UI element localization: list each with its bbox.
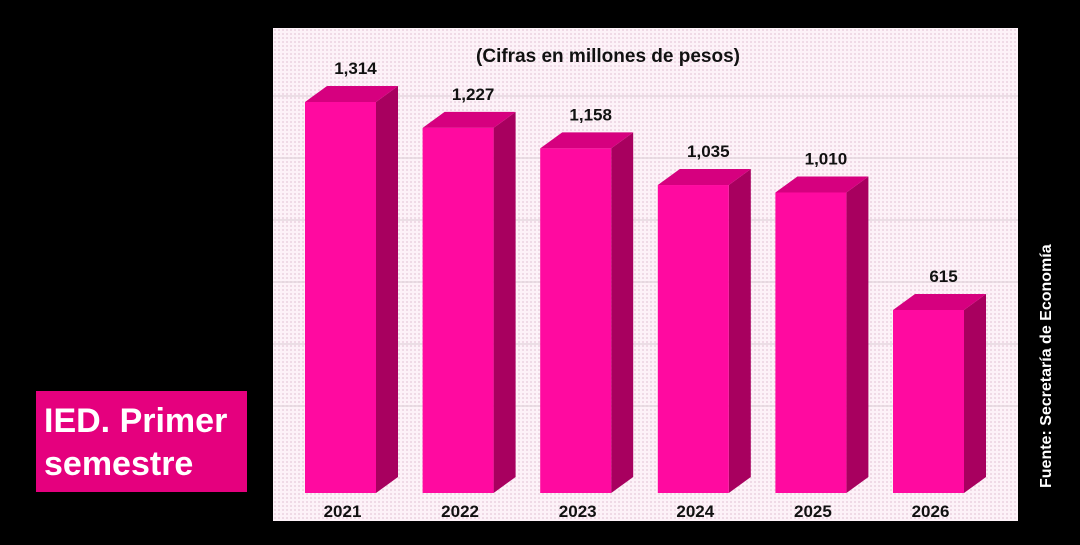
- source-note: Fuente: Secretaría de Economía: [1038, 244, 1055, 488]
- bar-front-face: [422, 127, 494, 494]
- value-label-2021: 1,314: [334, 59, 377, 78]
- value-label-2022: 1,227: [452, 85, 495, 104]
- bar-side-face: [376, 86, 398, 493]
- value-label-2024: 1,035: [687, 142, 730, 161]
- bar-2026: [893, 293, 986, 493]
- bar-2025: [775, 176, 869, 494]
- value-label-2026: 615: [929, 267, 957, 286]
- bar-front-face: [657, 185, 729, 493]
- bar-front-face: [775, 192, 847, 494]
- bar-side-face: [964, 293, 986, 493]
- chart-subtitle: (Cifras en millones de pesos): [476, 46, 740, 67]
- bar-2024: [657, 169, 751, 493]
- x-axis-ticks: 2021 2022 2023 2024 2025 2026: [324, 502, 950, 521]
- x-tick-2023: 2023: [559, 502, 597, 521]
- chart-title-box: IED. Primer semestre: [36, 391, 247, 492]
- chart-title: IED. Primer semestre: [44, 402, 228, 483]
- bar-side-face: [728, 169, 751, 493]
- bar-2023: [540, 132, 634, 493]
- bar-chart: (Cifras en millones de pesos) 1,314 1,227…: [273, 46, 1018, 521]
- chart-panel: (Cifras en millones de pesos) 1,314 1,227…: [273, 28, 1018, 521]
- x-tick-2026: 2026: [912, 502, 950, 521]
- bar-front-face: [540, 148, 612, 493]
- bar-front-face: [893, 309, 964, 493]
- x-tick-2022: 2022: [441, 502, 479, 521]
- bar-top-face: [893, 293, 986, 310]
- bar-top-face: [540, 132, 634, 149]
- bar-side-face: [611, 132, 634, 493]
- bar-top-face: [305, 86, 398, 102]
- value-label-2023: 1,158: [569, 105, 612, 124]
- bar-front-face: [305, 102, 376, 493]
- bars: [305, 86, 986, 494]
- bar-side-face: [846, 176, 869, 494]
- bar-top-face: [657, 169, 751, 186]
- bar-2022: [422, 111, 516, 494]
- value-labels: 1,314 1,227 1,158 1,035 1,010 615: [334, 59, 957, 286]
- value-label-2025: 1,010: [805, 149, 848, 168]
- bar-side-face: [493, 111, 516, 494]
- x-tick-2024: 2024: [676, 502, 714, 521]
- x-tick-2025: 2025: [794, 502, 832, 521]
- bar-top-face: [775, 176, 869, 193]
- bar-2021: [305, 86, 398, 493]
- x-tick-2021: 2021: [324, 502, 362, 521]
- bar-top-face: [422, 111, 516, 128]
